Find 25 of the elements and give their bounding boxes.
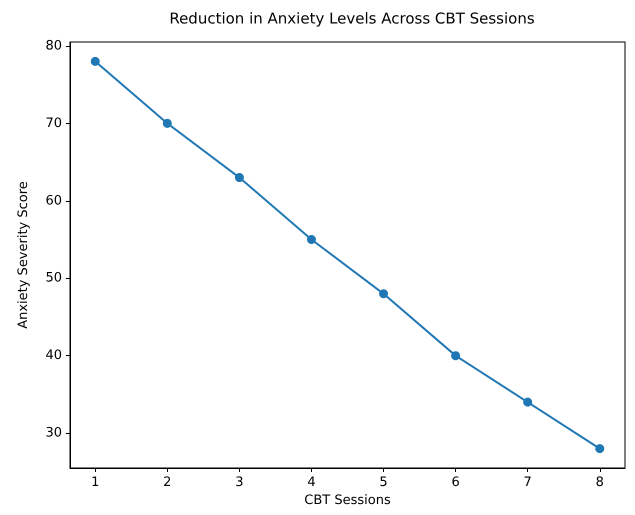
y-tick-label: 40: [45, 348, 62, 364]
y-tick-label: 30: [45, 426, 62, 441]
chart-title: Reduction in Anxiety Levels Across CBT Sessions: [169, 10, 535, 28]
x-tick-label: 4: [307, 475, 316, 490]
x-tick-label: 1: [91, 475, 100, 490]
x-tick-label: 5: [379, 475, 388, 490]
point: [379, 289, 388, 298]
y-tick-label: 50: [45, 270, 62, 286]
x-tick-label: 8: [596, 475, 604, 490]
x-tick-label: 7: [524, 475, 532, 490]
y-tick-label: 80: [45, 38, 62, 54]
y-tick-label: 70: [45, 116, 62, 131]
point: [451, 351, 460, 360]
y-tick-label: 60: [45, 193, 62, 208]
x-tick-label: 3: [235, 475, 244, 490]
point: [306, 235, 316, 244]
point: [523, 398, 532, 407]
x-tick-label: 2: [163, 475, 172, 490]
x-tick-label: 6: [451, 475, 460, 490]
x-axis-title: CBT Sessions: [304, 493, 391, 508]
point: [595, 444, 604, 454]
point: [162, 118, 172, 128]
point: [90, 56, 100, 66]
point: [234, 173, 244, 182]
y-axis-title: Anxiety Severity Score: [16, 181, 31, 329]
